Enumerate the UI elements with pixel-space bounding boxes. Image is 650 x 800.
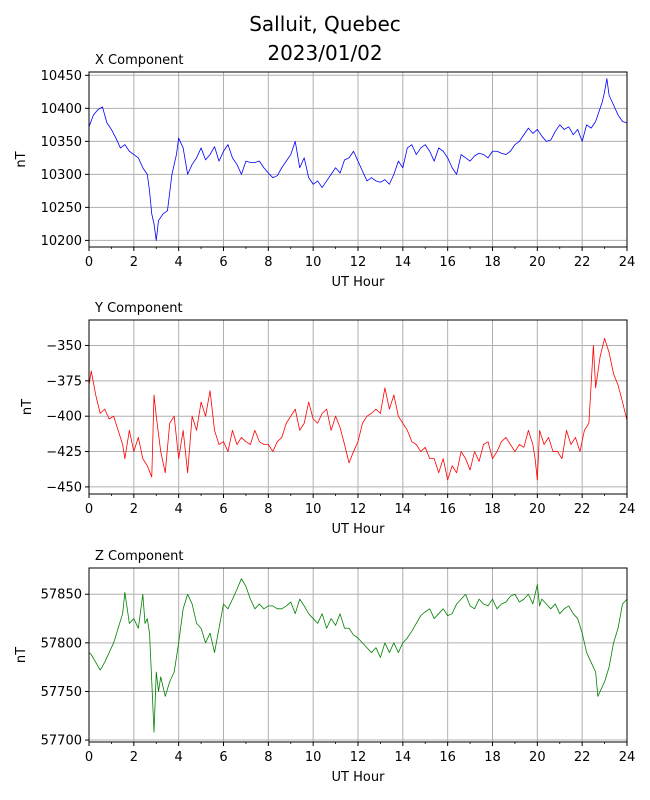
x-tick-label: 6 xyxy=(219,255,227,270)
y-tick-label: 10250 xyxy=(41,201,82,216)
y-tick-label: −425 xyxy=(46,445,82,460)
x-tick-label: 22 xyxy=(574,750,591,765)
y-axis-label: nT xyxy=(14,151,29,167)
panel-title-x: X Component xyxy=(95,53,184,68)
x-tick-label: 2 xyxy=(130,255,138,270)
y-tick-label: −350 xyxy=(46,339,82,354)
series-line-y xyxy=(88,337,628,481)
chart-y-component: 0 2 4 6 8 10 12 14 16 18 20 22 24−450−425−400−375−35… xyxy=(20,301,635,537)
x-tick-label: 2 xyxy=(130,750,138,765)
x-tick-label: 0 xyxy=(85,502,93,517)
x-tick-label: 2 xyxy=(130,502,138,517)
x-tick-label: 20 xyxy=(529,502,546,517)
figure-title-line2: 2023/01/02 xyxy=(267,41,383,65)
y-tick-label: 10400 xyxy=(41,102,82,117)
x-tick-label: 14 xyxy=(395,750,412,765)
x-tick-label: 0 xyxy=(85,255,93,270)
x-tick-label: 12 xyxy=(350,750,367,765)
x-tick-label: 16 xyxy=(439,255,456,270)
y-tick-label: 57800 xyxy=(41,636,82,651)
x-tick-label: 24 xyxy=(619,502,636,517)
x-tick-label: 16 xyxy=(439,750,456,765)
x-tick-label: 18 xyxy=(484,255,501,270)
y-axis-label: nT xyxy=(14,647,29,663)
x-tick-label: 10 xyxy=(305,750,322,765)
x-axis-label: UT Hour xyxy=(332,770,386,785)
x-tick-label: 6 xyxy=(219,750,227,765)
y-tick-label: 57750 xyxy=(41,685,82,700)
x-tick-label: 12 xyxy=(350,502,367,517)
chart-x-component: 0 2 4 6 8 10 12 14 16 18 20 22 241020010250103001035… xyxy=(14,53,635,290)
y-tick-label: 57700 xyxy=(41,734,82,749)
chart-z-component: 0 2 4 6 8 10 12 14 16 18 20 22 245770057750578005785… xyxy=(14,549,635,785)
x-tick-label: 22 xyxy=(574,502,591,517)
series-line-x xyxy=(88,78,628,241)
x-tick-label: 4 xyxy=(175,750,183,765)
x-tick-label: 14 xyxy=(395,502,412,517)
x-tick-label: 8 xyxy=(264,502,272,517)
y-tick-label: −450 xyxy=(46,480,82,495)
x-tick-label: 4 xyxy=(175,255,183,270)
x-tick-label: 4 xyxy=(175,502,183,517)
x-tick-label: 20 xyxy=(529,255,546,270)
y-tick-label: 10350 xyxy=(41,135,82,150)
x-tick-label: 12 xyxy=(350,255,367,270)
x-tick-label: 6 xyxy=(219,502,227,517)
x-tick-label: 18 xyxy=(484,750,501,765)
series-line-z xyxy=(88,578,628,733)
y-tick-label: 10300 xyxy=(41,168,82,183)
x-tick-label: 10 xyxy=(305,502,322,517)
y-axis-label: nT xyxy=(20,399,35,415)
x-tick-label: 24 xyxy=(619,255,636,270)
x-tick-label: 16 xyxy=(439,502,456,517)
x-axis-label: UT Hour xyxy=(332,275,386,290)
y-tick-label: −400 xyxy=(46,410,82,425)
x-tick-label: 0 xyxy=(85,750,93,765)
x-tick-label: 22 xyxy=(574,255,591,270)
panel-title-y: Y Component xyxy=(94,301,183,316)
figure-title-line1: Salluit, Quebec xyxy=(249,12,401,36)
x-tick-label: 24 xyxy=(619,750,636,765)
x-tick-label: 10 xyxy=(305,255,322,270)
panel-title-z: Z Component xyxy=(95,549,184,564)
y-tick-label: 10450 xyxy=(41,69,82,84)
y-tick-label: 57850 xyxy=(41,588,82,603)
x-axis-label: UT Hour xyxy=(332,522,386,537)
x-tick-label: 20 xyxy=(529,750,546,765)
y-tick-label: −375 xyxy=(46,374,82,389)
y-tick-label: 10200 xyxy=(41,234,82,249)
x-tick-label: 14 xyxy=(395,255,412,270)
x-tick-label: 18 xyxy=(484,502,501,517)
x-tick-label: 8 xyxy=(264,750,272,765)
x-tick-label: 8 xyxy=(264,255,272,270)
